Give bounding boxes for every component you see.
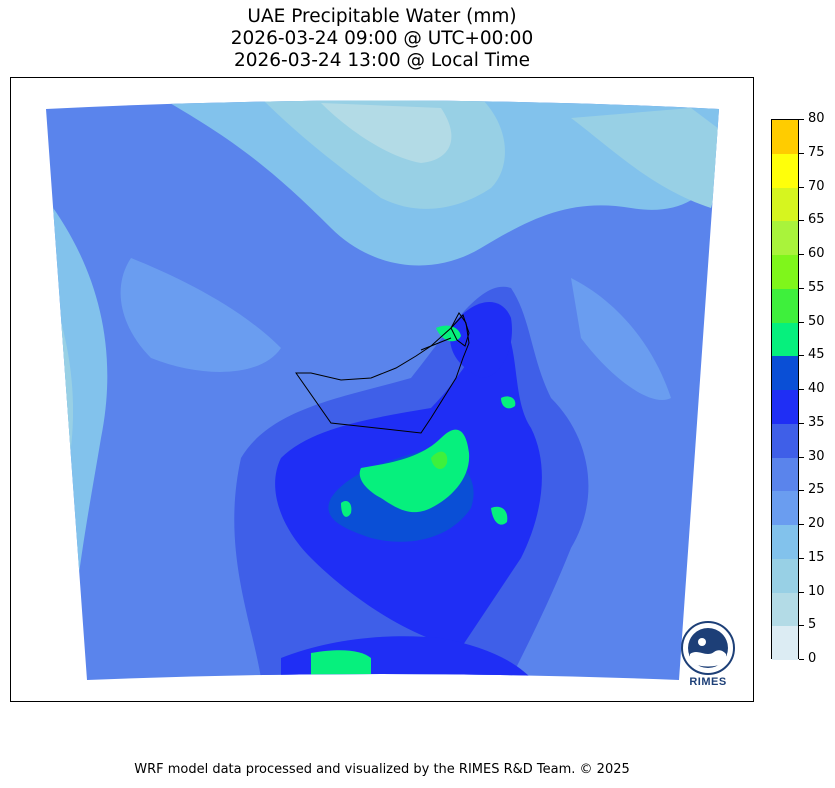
colorbar-segment — [772, 120, 798, 154]
musandam-border — [450, 314, 470, 347]
field-45-50-central — [359, 429, 470, 513]
colorbar-tick-label: 40 — [808, 381, 825, 396]
colorbar — [771, 119, 799, 660]
title-line-2: 2026-03-24 09:00 @ UTC+00:00 — [230, 28, 534, 49]
colorbar-tick — [799, 659, 804, 660]
colorbar-tick-label: 15 — [808, 549, 825, 565]
colorbar-segment — [772, 457, 798, 492]
colorbar-tick — [799, 119, 804, 120]
colorbar-tick-label: 5 — [808, 617, 817, 633]
colorbar-tick — [799, 422, 804, 424]
map-panel — [10, 77, 754, 702]
colorbar-tick — [799, 186, 804, 188]
colorbar-tick-label: 75 — [808, 144, 825, 160]
colorbar-tick — [799, 490, 804, 492]
colorbar-tick-label: 65 — [808, 212, 825, 228]
colorbar-tick-label: 60 — [808, 246, 825, 261]
colorbar-segment — [772, 221, 798, 255]
colorbar-tick — [799, 625, 804, 627]
colorbar-tick-label: 30 — [808, 448, 825, 464]
colorbar-tick-label: 45 — [808, 347, 825, 363]
colorbar-tick-label: 25 — [808, 482, 825, 498]
colorbar-segment — [772, 525, 798, 559]
colorbar-tick — [799, 254, 804, 255]
colorbar-tick — [799, 220, 804, 222]
colorbar-tick — [799, 389, 804, 390]
colorbar-segment — [772, 626, 798, 660]
precipitable-water-map — [46, 100, 719, 680]
field-45-50-spot-1 — [341, 501, 352, 517]
colorbar-tick — [799, 152, 804, 154]
field-45-50-east-spot — [501, 396, 516, 409]
field-45-50-south — [311, 650, 371, 678]
rimes-logo-icon: RIMES — [676, 618, 740, 690]
colorbar-segment — [772, 491, 798, 525]
colorbar-segment — [772, 153, 798, 188]
colorbar-tick-label: 50 — [808, 313, 825, 329]
colorbar-tick — [799, 355, 804, 357]
field-5-10-north — [321, 103, 452, 163]
uae-border — [295, 312, 470, 434]
colorbar-tick — [799, 524, 804, 525]
colorbar-segment — [772, 356, 798, 390]
field-50-55-spot — [431, 451, 448, 470]
title-line-1: UAE Precipitable Water (mm) — [247, 6, 517, 27]
colorbar-segment — [772, 423, 798, 458]
field-20-25-east — [571, 278, 671, 400]
colorbar-segment — [772, 558, 798, 593]
colorbar-tick-label: 20 — [808, 516, 825, 531]
field-20-25-mid — [120, 258, 281, 372]
colorbar-tick-label: 55 — [808, 279, 825, 295]
colorbar-tick-label: 80 — [808, 111, 825, 126]
colorbar-segment — [772, 592, 798, 627]
colorbar-tick — [799, 557, 804, 559]
colorbar-segment — [772, 187, 798, 222]
colorbar-tick-label: 10 — [808, 583, 825, 599]
colorbar-segment — [772, 255, 798, 289]
colorbar-segment — [772, 288, 798, 323]
colorbar-segment — [772, 390, 798, 424]
colorbar-tick-label: 35 — [808, 414, 825, 430]
colorbar-tick — [799, 591, 804, 593]
title-line-3: 2026-03-24 13:00 @ Local Time — [233, 50, 531, 71]
logo-text: RIMES — [689, 676, 727, 688]
rimes-emblem — [681, 621, 735, 675]
colorbar-tick-label: 0 — [808, 651, 817, 666]
coastline-segment — [420, 337, 452, 351]
field-45-50-north-spot — [436, 325, 461, 342]
colorbar-tick — [799, 287, 804, 289]
map-title: UAE Precipitable Water (mm) 2026-03-24 0… — [10, 6, 754, 72]
colorbar-tick — [799, 456, 804, 458]
footer-credit: WRF model data processed and visualized … — [134, 762, 630, 777]
field-45-50-south-spot — [491, 506, 508, 525]
colorbar-tick-label: 70 — [808, 178, 825, 194]
field-10-15-northeast — [571, 108, 719, 208]
colorbar-tick — [799, 321, 804, 323]
colorbar-segment — [772, 322, 798, 357]
